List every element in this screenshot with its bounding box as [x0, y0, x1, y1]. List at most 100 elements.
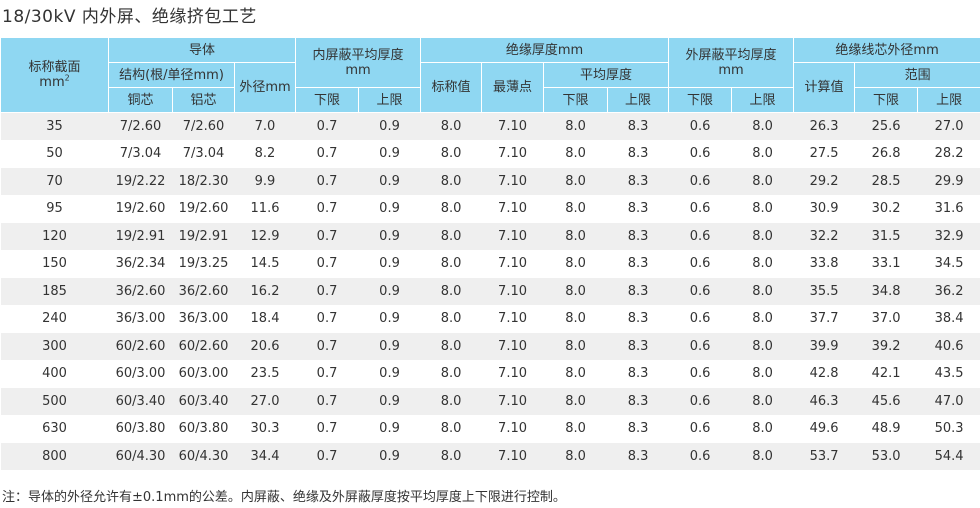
header-nominal-value: 标称值 [420, 62, 483, 113]
table-cell: 34.5 [917, 249, 980, 278]
table-cell: 0.9 [358, 332, 421, 360]
table-cell: 0.9 [358, 359, 421, 388]
table-cell: 8.3 [607, 139, 669, 168]
header-structure: 结构(根/单径mm) [108, 62, 235, 88]
table-cell: 60/3.00 [108, 359, 173, 388]
table-cell: 33.8 [793, 249, 855, 278]
table-cell: 7.10 [481, 442, 544, 470]
table-row: 630 60/3.80 60/3.80 30.3 0.7 0.9 8.0 7.10 8.0 8.3… [0, 414, 980, 443]
table-cell: 49.6 [793, 414, 855, 443]
table-cell: 0.7 [295, 249, 359, 278]
header-avg-upper: 上限 [607, 87, 670, 113]
header-outer-screen-unit: mm [718, 62, 744, 78]
table-cell: 0.6 [668, 194, 732, 223]
table-cell: 8.0 [543, 387, 608, 415]
table-cell: 36/2.60 [108, 277, 173, 305]
table-cell: 300 [0, 332, 109, 360]
table-cell: 8.0 [543, 277, 608, 305]
table-cell: 48.9 [854, 414, 918, 443]
table-cell: 60/3.40 [108, 387, 173, 415]
footnote: 注：导体的外径允许有±0.1mm的公差。内屏蔽、绝缘及外屏蔽厚度按平均厚度上下限… [2, 490, 566, 505]
header-outer-upper: 上限 [731, 87, 795, 113]
header-outer-screen-label: 外屏蔽平均厚度 [685, 47, 777, 63]
table-cell: 0.6 [668, 167, 732, 195]
table-cell: 28.2 [917, 139, 980, 168]
table-cell: 39.2 [854, 332, 918, 360]
header-section-area-sup: 2 [64, 73, 70, 83]
table-cell: 8.0 [420, 249, 482, 278]
table-cell: 8.0 [420, 167, 482, 195]
table-cell: 8.3 [607, 249, 669, 278]
page-title: 18/30kV 内外屏、绝缘挤包工艺 [2, 7, 257, 27]
header-section-area: 标称截面 mm2 [0, 37, 109, 113]
table-cell: 30.2 [854, 194, 918, 223]
table-cell: 150 [0, 249, 109, 278]
header-core-outer-diameter: 绝缘线芯外径mm [793, 37, 980, 63]
table-cell: 0.7 [295, 414, 359, 443]
header-thinnest-point: 最薄点 [481, 62, 545, 113]
table-cell: 19/2.60 [172, 194, 235, 223]
table-cell: 8.0 [543, 112, 608, 140]
table-cell: 8.0 [731, 112, 794, 140]
table-cell: 19/3.25 [172, 249, 235, 278]
table-cell: 8.0 [420, 194, 482, 223]
table-cell: 0.6 [668, 442, 732, 470]
table-cell: 7.10 [481, 277, 544, 305]
table-cell: 0.7 [295, 194, 359, 223]
table-cell: 8.0 [731, 442, 794, 470]
table-cell: 7/2.60 [108, 112, 173, 140]
table-cell: 0.9 [358, 222, 421, 250]
header-calculated-value: 计算值 [793, 62, 856, 113]
table-cell: 8.0 [731, 249, 794, 278]
header-avg-lower: 下限 [543, 87, 609, 113]
table-row: 50 7/3.04 7/3.04 8.2 0.7 0.9 8.0 7.10 8.0 8.3 0.6 8… [0, 139, 980, 168]
table-cell: 26.3 [793, 112, 855, 140]
table-cell: 8.0 [731, 414, 794, 443]
table-cell: 27.5 [793, 139, 855, 168]
table-cell: 8.3 [607, 414, 669, 443]
table-row: 240 36/3.00 36/3.00 18.4 0.7 0.9 8.0 7.10 8.0 8.3… [0, 304, 980, 333]
table-cell: 0.9 [358, 387, 421, 415]
table-cell: 8.3 [607, 387, 669, 415]
table-cell: 0.9 [358, 277, 421, 305]
table-row: 95 19/2.60 19/2.60 11.6 0.7 0.9 8.0 7.10 8.0 8.3 0… [0, 194, 980, 223]
table-header: 标称截面 mm2 导体 内屏蔽平均厚度 mm 绝缘厚度mm 外屏蔽平均厚度 mm… [0, 37, 980, 113]
table-cell: 35 [0, 112, 109, 140]
table-cell: 60/3.80 [108, 414, 173, 443]
table-cell: 8.0 [731, 359, 794, 388]
table-cell: 0.7 [295, 139, 359, 168]
table-cell: 0.6 [668, 139, 732, 168]
header-copper-core: 铜芯 [108, 87, 173, 113]
table-cell: 7.10 [481, 414, 544, 443]
header-outer-lower: 下限 [668, 87, 733, 113]
table-cell: 53.0 [854, 442, 918, 470]
header-section-area-unit: mm [39, 75, 65, 90]
table-cell: 8.0 [420, 277, 482, 305]
table-cell: 0.6 [668, 112, 732, 140]
table-row: 800 60/4.30 60/4.30 34.4 0.7 0.9 8.0 7.10 8.0 8.3… [0, 442, 980, 470]
table-cell: 240 [0, 304, 109, 333]
header-inner-upper: 上限 [358, 87, 422, 113]
table-row: 35 7/2.60 7/2.60 7.0 0.7 0.9 8.0 7.10 8.0 8.3 0.6 8… [0, 112, 980, 140]
table-cell: 0.6 [668, 387, 732, 415]
table-cell: 40.6 [917, 332, 980, 360]
table-row: 500 60/3.40 60/3.40 27.0 0.7 0.9 8.0 7.10 8.0 8.3… [0, 387, 980, 415]
table-cell: 0.9 [358, 112, 421, 140]
table-cell: 0.6 [668, 222, 732, 250]
table-cell: 400 [0, 359, 109, 388]
table-cell: 8.0 [543, 304, 608, 333]
table-cell: 0.7 [295, 442, 359, 470]
table-cell: 8.0 [420, 442, 482, 470]
table-cell: 0.7 [295, 387, 359, 415]
table-cell: 46.3 [793, 387, 855, 415]
table-cell: 8.0 [420, 112, 482, 140]
table-cell: 16.2 [234, 277, 296, 305]
table-cell: 0.9 [358, 442, 421, 470]
table-row: 120 19/2.91 19/2.91 12.9 0.7 0.9 8.0 7.10 8.0 8.3… [0, 222, 980, 250]
table-cell: 0.9 [358, 249, 421, 278]
header-insulation-thickness: 绝缘厚度mm [420, 37, 670, 63]
table-cell: 7.10 [481, 359, 544, 388]
header-average-thickness: 平均厚度 [543, 62, 670, 88]
table-cell: 8.3 [607, 442, 669, 470]
table-cell: 0.6 [668, 277, 732, 305]
